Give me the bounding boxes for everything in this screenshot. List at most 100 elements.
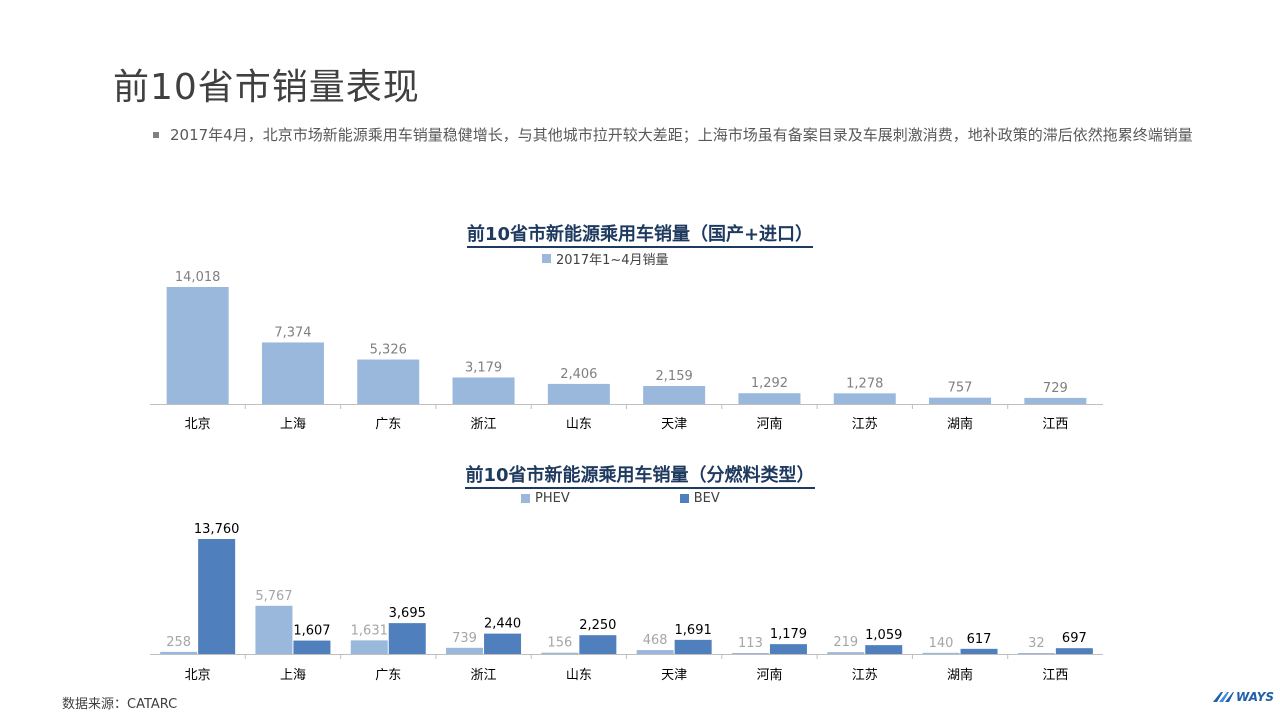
bullet-text: 2017年4月，北京市场新能源乘用车销量稳健增长，与其他城市拉开较大差距；上海市… — [170, 126, 1193, 144]
chart2-legend: PHEV BEV — [521, 491, 830, 506]
chart1-bar-sales — [452, 377, 515, 404]
chart1-title-text: 前10省市新能源乘用车销量（国产+进口） — [466, 224, 814, 248]
chart1-data-label: 1,292 — [751, 376, 788, 391]
chart2-bar-bev — [1055, 648, 1093, 654]
chart1-data-label: 7,374 — [274, 325, 311, 340]
data-source: 数据来源：CATARC — [62, 697, 178, 712]
chart2-category-label: 江西 — [1042, 668, 1068, 683]
chart1-bar-sales — [738, 393, 801, 404]
chart1-bar-sales — [261, 342, 324, 404]
chart1-bar-sales — [643, 385, 706, 404]
chart1-data-label: 1,278 — [846, 376, 883, 391]
chart2-bar-bev — [865, 645, 903, 654]
chart2-legend-swatch-bev — [679, 494, 689, 503]
chart1-legend-label: 2017年1~4月销量 — [556, 253, 669, 268]
chart2-legend-label-phev: PHEV — [535, 491, 570, 506]
chart2-bar-bev — [769, 644, 807, 654]
chart2-data-label: 140 — [929, 636, 954, 651]
chart1-category-label: 北京 — [185, 417, 211, 432]
page-title: 前10省市销量表现 — [113, 67, 420, 108]
chart2-data-label: 3,695 — [389, 606, 426, 621]
chart1-category-label: 天津 — [661, 417, 687, 432]
chart1-category-label: 浙江 — [471, 417, 497, 432]
ways-logo-icon — [1213, 692, 1234, 702]
chart1-category-label: 广东 — [375, 417, 401, 432]
chart2-data-label: 1,631 — [351, 623, 388, 638]
bullet-text-block: 2017年4月，北京市场新能源乘用车销量稳健增长，与其他城市拉开较大差距；上海市… — [153, 124, 1230, 146]
chart2-category-label: 广东 — [375, 668, 401, 683]
chart1-category-label: 山东 — [566, 417, 592, 432]
chart1-title: 前10省市新能源乘用车销量（国产+进口） — [0, 220, 1280, 248]
chart2-category-label: 湖南 — [947, 667, 973, 683]
chart1-legend-swatch — [542, 254, 551, 263]
chart2-legend-item-bev: BEV — [679, 491, 720, 506]
chart2-bar-phev — [1017, 653, 1055, 654]
chart2-category-label: 江苏 — [852, 667, 878, 683]
chart2-bar-phev — [446, 647, 484, 654]
chart2-data-label: 219 — [833, 635, 858, 650]
chart2-data-label: 156 — [547, 636, 572, 651]
chart2-category-label: 天津 — [661, 668, 687, 683]
chart2-category-label: 上海 — [280, 668, 306, 683]
ways-logo-text: WAYS — [1236, 690, 1275, 704]
chart2-category-label: 浙江 — [471, 668, 497, 683]
chart2-bar-bev — [579, 635, 617, 654]
chart2-legend-label-bev: BEV — [693, 491, 720, 506]
chart2-title-text: 前10省市新能源乘用车销量（分燃料类型） — [465, 465, 815, 489]
chart1-category-label: 上海 — [280, 417, 306, 432]
chart2-bar-phev — [350, 640, 388, 654]
chart1-bar-sales — [357, 359, 420, 404]
bullet-icon — [153, 132, 159, 138]
chart2-bar-bev — [198, 539, 236, 654]
chart1-data-label: 5,326 — [370, 343, 407, 358]
chart2-data-label: 113 — [738, 636, 763, 651]
chart2-bar-phev — [160, 651, 198, 654]
chart1-data-label: 2,159 — [656, 369, 693, 384]
chart2-bar-phev — [827, 652, 865, 654]
chart1-data-label: 3,179 — [465, 360, 502, 375]
chart1-bar-sales — [833, 393, 896, 404]
chart2-bar-phev — [922, 652, 960, 654]
chart2-bar-bev — [960, 648, 998, 654]
chart2-data-label: 2,250 — [579, 618, 616, 633]
chart2-data-label: 1,691 — [675, 623, 712, 638]
chart2-category-label: 北京 — [185, 668, 211, 683]
chart1-bar-sales — [929, 397, 992, 404]
chart1-bar-sales — [547, 383, 610, 404]
chart2-data-label: 258 — [166, 635, 191, 650]
chart2-data-label: 2,440 — [484, 617, 521, 632]
chart2-bar-phev — [731, 653, 769, 654]
chart1-bar-sales — [166, 287, 229, 404]
chart2-category-label: 河南 — [756, 667, 782, 683]
chart1-bar-sales — [1024, 397, 1087, 404]
ways-logo: WAYS — [1212, 690, 1274, 704]
chart2-legend-item-phev: PHEV — [521, 491, 570, 506]
chart2-data-label: 1,607 — [293, 624, 330, 639]
chart2-data-label: 617 — [967, 632, 992, 647]
chart1-legend: 2017年1~4月销量 — [542, 249, 779, 268]
chart2-data-label: 1,179 — [770, 627, 807, 642]
chart2-data-label: 1,059 — [865, 628, 902, 643]
chart2-data-label: 468 — [643, 633, 668, 648]
chart2-data-label: 13,760 — [194, 522, 240, 537]
chart2-bar-bev — [293, 640, 331, 654]
chart1-data-label: 14,018 — [175, 270, 221, 285]
chart2-bar-phev — [636, 650, 674, 654]
chart2-bar-phev — [255, 605, 293, 654]
chart2-category-label: 山东 — [566, 668, 592, 683]
chart2-data-label: 5,767 — [255, 589, 292, 604]
chart2-bar-bev — [674, 639, 712, 654]
chart1-category-label: 江西 — [1042, 417, 1068, 432]
chart1-category-label: 湖南 — [947, 416, 973, 432]
chart2-legend-swatch-phev — [521, 494, 530, 503]
chart2-bar-bev — [388, 623, 426, 654]
chart2-bar-bev — [484, 633, 522, 654]
chart1-legend-item: 2017年1~4月销量 — [542, 249, 669, 268]
chart1-data-label: 729 — [1043, 381, 1068, 396]
chart2-title: 前10省市新能源乘用车销量（分燃料类型） — [0, 461, 1280, 489]
chart2-bar-phev — [541, 652, 579, 654]
chart1-category-label: 河南 — [756, 416, 782, 432]
chart2-data-label: 697 — [1062, 631, 1087, 646]
chart1-data-label: 2,406 — [560, 367, 597, 382]
